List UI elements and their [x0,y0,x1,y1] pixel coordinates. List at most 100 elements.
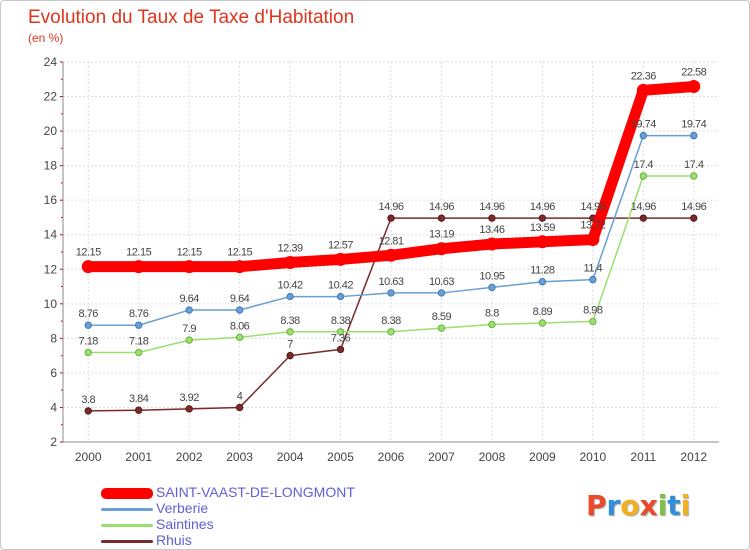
legend-label-saint-vaast: SAINT-VAAST-DE-LONGMONT [156,484,355,500]
data-label-saint-vaast: 22.36 [631,70,656,82]
data-label-saint-vaast: 12.15 [177,247,202,259]
point-verberie [134,321,143,329]
point-verberie [336,292,345,301]
point-verberie [690,131,698,140]
x-tick-label: 2010 [579,450,606,464]
x-tick-label: 2009 [529,450,556,464]
y-tick-label: 2 [50,435,57,449]
y-tick-label: 10 [44,297,58,311]
y-tick-label: 6 [50,366,57,380]
point-saintines [538,319,547,327]
x-tick-label: 2004 [277,450,304,464]
data-label-rhuis: 3.8 [81,394,95,406]
data-label-saintines: 8.06 [230,320,250,332]
data-label-verberie: 9.64 [230,293,250,305]
point-saintines [690,172,698,180]
x-tick-label: 2003 [226,450,253,464]
data-label-rhuis: 3.92 [179,392,199,404]
x-tick-label: 2000 [75,450,102,464]
point-saint-vaast [233,260,247,274]
y-tick-label: 12 [44,262,58,276]
legend-swatch-saint-vaast [101,488,153,499]
data-label-verberie: 8.76 [79,308,99,320]
point-verberie [185,306,193,314]
data-label-verberie: 10.42 [278,280,303,292]
point-verberie [84,321,92,329]
point-rhuis [387,214,395,222]
y-tick-label: 8 [50,331,57,345]
x-tick-label: 2008 [479,450,506,464]
y-tick-label: 22 [44,90,58,104]
data-label-saintines: 8.38 [331,315,351,327]
logo-letter: P [586,489,607,522]
data-label-saintines: 8.89 [533,306,553,318]
legend-swatch-verberie [101,508,153,511]
data-label-rhuis: 14.96 [631,201,656,213]
data-label-verberie: 10.63 [429,276,454,288]
point-verberie [387,289,395,297]
legend-label-saintines: Saintines [156,516,214,532]
chart-subtitle: (en %) [28,31,64,45]
point-verberie [589,275,597,284]
proxiti-logo: Proxiti [586,489,690,522]
point-saint-vaast [535,235,549,249]
point-saint-vaast [687,80,701,94]
data-label-saintines: 17.4 [634,159,654,171]
point-saintines [589,317,597,326]
point-saintines [639,172,648,180]
data-label-saintines: 8.38 [280,315,300,327]
logo-letter: r [606,489,621,522]
data-label-verberie: 8.76 [129,308,149,320]
data-label-saint-vaast: 13.46 [479,224,504,236]
logo-letter: i [657,489,668,522]
x-tick-label: 2007 [428,450,455,464]
logo-letter: o [620,489,640,522]
point-saint-vaast [586,233,600,247]
point-rhuis [639,214,648,222]
data-label-saintines: 8.38 [381,315,401,327]
data-label-saint-vaast: 22.58 [681,67,706,79]
point-rhuis [185,405,193,413]
y-tick-label: 18 [44,159,58,173]
point-saint-vaast [384,248,398,262]
point-saintines [437,324,446,332]
point-saintines [235,333,244,342]
data-label-saint-vaast: 12.81 [378,235,403,247]
point-saintines [84,348,92,357]
data-label-rhuis: 4 [237,390,243,402]
data-label-saint-vaast: 12.57 [328,239,353,251]
data-label-rhuis: 14.96 [530,201,555,213]
y-tick-label: 16 [44,193,58,207]
point-rhuis [488,214,496,222]
x-tick-label: 2001 [125,450,152,464]
data-label-verberie: 19.74 [681,119,706,131]
point-verberie [437,289,446,297]
point-rhuis [235,403,244,412]
data-label-verberie: 19.74 [631,119,656,131]
data-label-saintines: 17.4 [684,159,704,171]
data-label-saint-vaast: 13.59 [530,222,555,234]
point-verberie [286,292,294,301]
data-label-saintines: 7.9 [182,323,196,335]
data-label-rhuis: 14.96 [378,201,403,213]
data-label-rhuis: 14.96 [681,201,706,213]
x-tick-label: 2012 [680,450,707,464]
y-tick-label: 4 [50,400,57,414]
data-label-saintines: 8.59 [432,311,452,323]
data-label-saint-vaast: 12.15 [126,247,151,259]
point-rhuis [336,345,345,354]
point-verberie [538,278,547,286]
data-label-rhuis: 14.96 [580,201,605,213]
point-rhuis [84,407,92,415]
y-tick-label: 24 [44,55,58,69]
data-label-saintines: 8.98 [583,304,603,316]
data-label-rhuis: 7 [287,339,293,351]
point-verberie [639,131,648,140]
logo-letter: i [680,489,691,522]
point-saintines [286,328,294,336]
data-label-rhuis: 14.96 [479,201,504,213]
x-tick-label: 2006 [378,450,405,464]
y-tick-label: 14 [44,228,58,242]
point-saint-vaast [132,260,146,274]
